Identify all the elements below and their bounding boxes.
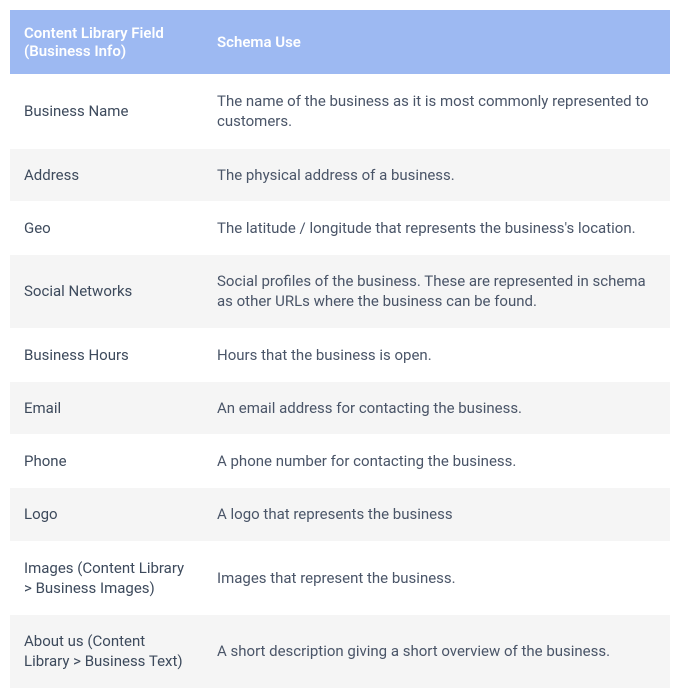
cell-field: Social Networks [10, 255, 203, 329]
table-row: Business Name The name of the business a… [10, 75, 670, 149]
cell-use: Social profiles of the business. These a… [203, 255, 670, 329]
cell-field: Logo [10, 488, 203, 541]
cell-field: Phone [10, 435, 203, 488]
table-row: About us (Content Library > Business Tex… [10, 615, 670, 688]
table-row: Phone A phone number for contacting the … [10, 435, 670, 488]
table-body: Business Name The name of the business a… [10, 75, 670, 688]
cell-use: A logo that represents the business [203, 488, 670, 541]
cell-use: Hours that the business is open. [203, 328, 670, 381]
cell-field: Business Hours [10, 328, 203, 381]
cell-field: Geo [10, 201, 203, 254]
cell-field: Email [10, 381, 203, 434]
table-row: Email An email address for contacting th… [10, 381, 670, 434]
cell-field: Images (Content Library > Business Image… [10, 541, 203, 615]
cell-use: A short description giving a short overv… [203, 615, 670, 688]
cell-field: About us (Content Library > Business Tex… [10, 615, 203, 688]
table-header-row: Content Library Field (Business Info) Sc… [10, 10, 670, 75]
col-header-use: Schema Use [203, 10, 670, 75]
cell-field: Business Name [10, 75, 203, 149]
table-row: Address The physical address of a busine… [10, 148, 670, 201]
table-row: Images (Content Library > Business Image… [10, 541, 670, 615]
cell-use: The latitude / longitude that represents… [203, 201, 670, 254]
cell-use: The name of the business as it is most c… [203, 75, 670, 149]
cell-use: Images that represent the business. [203, 541, 670, 615]
cell-use: An email address for contacting the busi… [203, 381, 670, 434]
cell-use: A phone number for contacting the busine… [203, 435, 670, 488]
schema-table: Content Library Field (Business Info) Sc… [10, 10, 670, 688]
table-row: Business Hours Hours that the business i… [10, 328, 670, 381]
col-header-field: Content Library Field (Business Info) [10, 10, 203, 75]
cell-use: The physical address of a business. [203, 148, 670, 201]
table-row: Logo A logo that represents the business [10, 488, 670, 541]
table-row: Geo The latitude / longitude that repres… [10, 201, 670, 254]
table-row: Social Networks Social profiles of the b… [10, 255, 670, 329]
cell-field: Address [10, 148, 203, 201]
